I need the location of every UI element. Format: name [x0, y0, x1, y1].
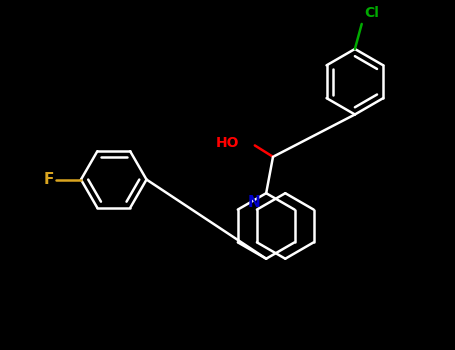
Text: F: F	[43, 172, 54, 187]
Text: Cl: Cl	[364, 6, 379, 20]
Text: HO: HO	[215, 136, 239, 150]
Text: N: N	[248, 195, 261, 210]
